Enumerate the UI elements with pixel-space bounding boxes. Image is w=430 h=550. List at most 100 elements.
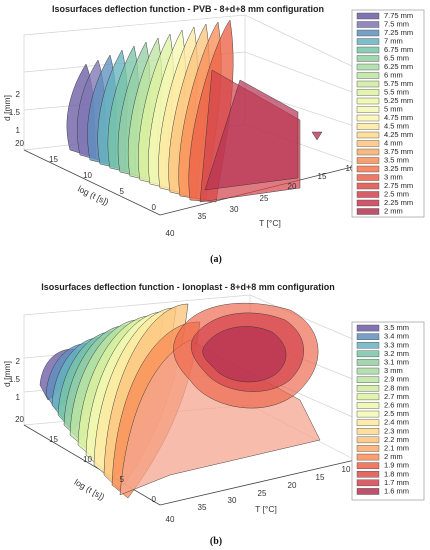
panel-a: Isosurfaces deflection function - PVB - …	[2, 4, 425, 265]
legend-swatch	[356, 165, 380, 173]
legend-label: 3.3 mm	[384, 340, 409, 349]
z-tick: 2	[16, 90, 21, 99]
legend-label: 3.1 mm	[384, 358, 409, 367]
z-tick: 1.5	[9, 108, 21, 117]
legend-label: 2.25 mm	[384, 198, 413, 207]
legend-swatch	[356, 462, 380, 469]
z-tick: 2	[16, 357, 21, 366]
x-tick: 25	[258, 489, 267, 498]
legend-label: 3 mm	[384, 173, 403, 182]
x-tick: 35	[198, 503, 207, 512]
legend-label: 1.8 mm	[384, 469, 409, 478]
panel-b-x-label: T [°C]	[255, 504, 277, 514]
z-tick: 1	[16, 393, 21, 402]
legend-swatch	[356, 367, 380, 375]
x-tick: 10	[346, 164, 355, 173]
x-tick: 30	[228, 496, 237, 505]
legend-label: 2.9 mm	[384, 375, 409, 384]
legend-label: 6.75 mm	[384, 45, 413, 54]
panel-a-z-label: d [mm]	[2, 95, 12, 121]
legend-swatch	[356, 208, 380, 215]
panel-b-x-ticks: 40 35 30 25 20 15 10	[166, 465, 351, 524]
legend-label: 2.1 mm	[384, 444, 409, 453]
legend-label: 1.9 mm	[384, 461, 409, 470]
legend-swatch	[356, 80, 380, 88]
legend-swatch	[356, 410, 380, 418]
panel-a-title: Isosurfaces deflection function - PVB - …	[52, 4, 324, 14]
panel-b-y-label: log (t [s])	[73, 477, 107, 502]
z-tick: 1	[16, 126, 21, 135]
legend-swatch	[356, 131, 380, 139]
panel-a-legend: 7.75 mm7.5 mm7.25 mm7 mm6.75 mm6.5 mm6.2…	[356, 11, 413, 216]
panel-b-y-ticks: 20 15 10 5 0	[15, 415, 156, 504]
panel-a-x-ticks: 40 35 30 25 20 15 10	[166, 164, 355, 238]
legend-label: 4.75 mm	[384, 113, 413, 122]
panel-b-title: Isosurfaces deflection function - Ionopl…	[41, 282, 335, 292]
y-tick: 0	[152, 495, 157, 504]
legend-label: 5 mm	[384, 105, 403, 114]
legend-label: 2.2 mm	[384, 435, 409, 444]
legend-label: 3.5 mm	[384, 156, 409, 165]
y-tick: 5	[120, 475, 125, 484]
legend-swatch	[356, 21, 380, 28]
legend-swatch	[356, 63, 380, 71]
legend-label: 2.3 mm	[384, 426, 409, 435]
x-tick: 15	[316, 473, 325, 482]
legend-swatch	[356, 97, 380, 105]
panel-a-surfaces	[66, 19, 323, 203]
legend-swatch	[356, 479, 380, 487]
legend-swatch	[356, 174, 380, 181]
legend-label: 2 mm	[384, 207, 403, 216]
legend-swatch	[356, 385, 380, 392]
legend-label: 2.7 mm	[384, 392, 409, 401]
panel-b-z-ticks: 1 1.5 2	[9, 357, 21, 402]
legend-label: 3.4 mm	[384, 332, 409, 341]
legend-label: 2.75 mm	[384, 181, 413, 190]
legend-swatch	[356, 106, 380, 113]
x-tick: 40	[166, 515, 175, 524]
legend-label: 6.25 mm	[384, 62, 413, 71]
legend-label: 3.2 mm	[384, 349, 409, 358]
legend-label: 5.25 mm	[384, 96, 413, 105]
z-tick: 1.5	[9, 375, 21, 384]
legend-label: 2 mm	[384, 452, 403, 461]
legend-swatch	[356, 182, 380, 190]
panel-b: Isosurfaces deflection function - Ionopl…	[2, 282, 425, 547]
legend-swatch	[356, 12, 380, 20]
legend-label: 7.25 mm	[384, 28, 413, 37]
legend-label: 3.75 mm	[384, 147, 413, 156]
x-tick: 40	[166, 229, 175, 238]
legend-label: 2.8 mm	[384, 383, 409, 392]
legend-label: 4 mm	[384, 139, 403, 148]
legend-label: 1.7 mm	[384, 478, 409, 487]
y-tick: 0	[152, 203, 157, 212]
panel-a-z-ticks: 1 1.5 2	[9, 90, 21, 135]
legend-swatch	[356, 55, 380, 62]
legend-swatch	[356, 123, 380, 130]
legend-swatch	[356, 324, 380, 332]
legend-swatch	[356, 46, 380, 54]
surface-sheet	[202, 326, 287, 383]
legend-label: 7 mm	[384, 37, 403, 46]
legend-label: 5.5 mm	[384, 88, 409, 97]
legend-swatch	[356, 199, 380, 207]
legend-swatch	[356, 359, 380, 366]
legend-swatch	[356, 428, 380, 435]
legend-label: 4.25 mm	[384, 130, 413, 139]
y-tick: 15	[49, 435, 58, 444]
legend-label: 7.5 mm	[384, 20, 409, 29]
x-tick: 20	[288, 182, 297, 191]
panel-a-y-label: log (t [s])	[76, 184, 110, 208]
surface-sheet	[311, 131, 323, 141]
panel-a-x-label: T [°C]	[259, 218, 281, 228]
legend-swatch	[356, 333, 380, 340]
y-tick: 20	[15, 139, 24, 148]
legend-label: 1.6 mm	[384, 487, 409, 496]
legend-swatch	[356, 419, 380, 426]
x-tick: 10	[342, 465, 351, 474]
legend-swatch	[356, 72, 380, 79]
legend-label: 3.25 mm	[384, 164, 413, 173]
legend-swatch	[356, 445, 380, 452]
legend-swatch	[356, 114, 380, 122]
